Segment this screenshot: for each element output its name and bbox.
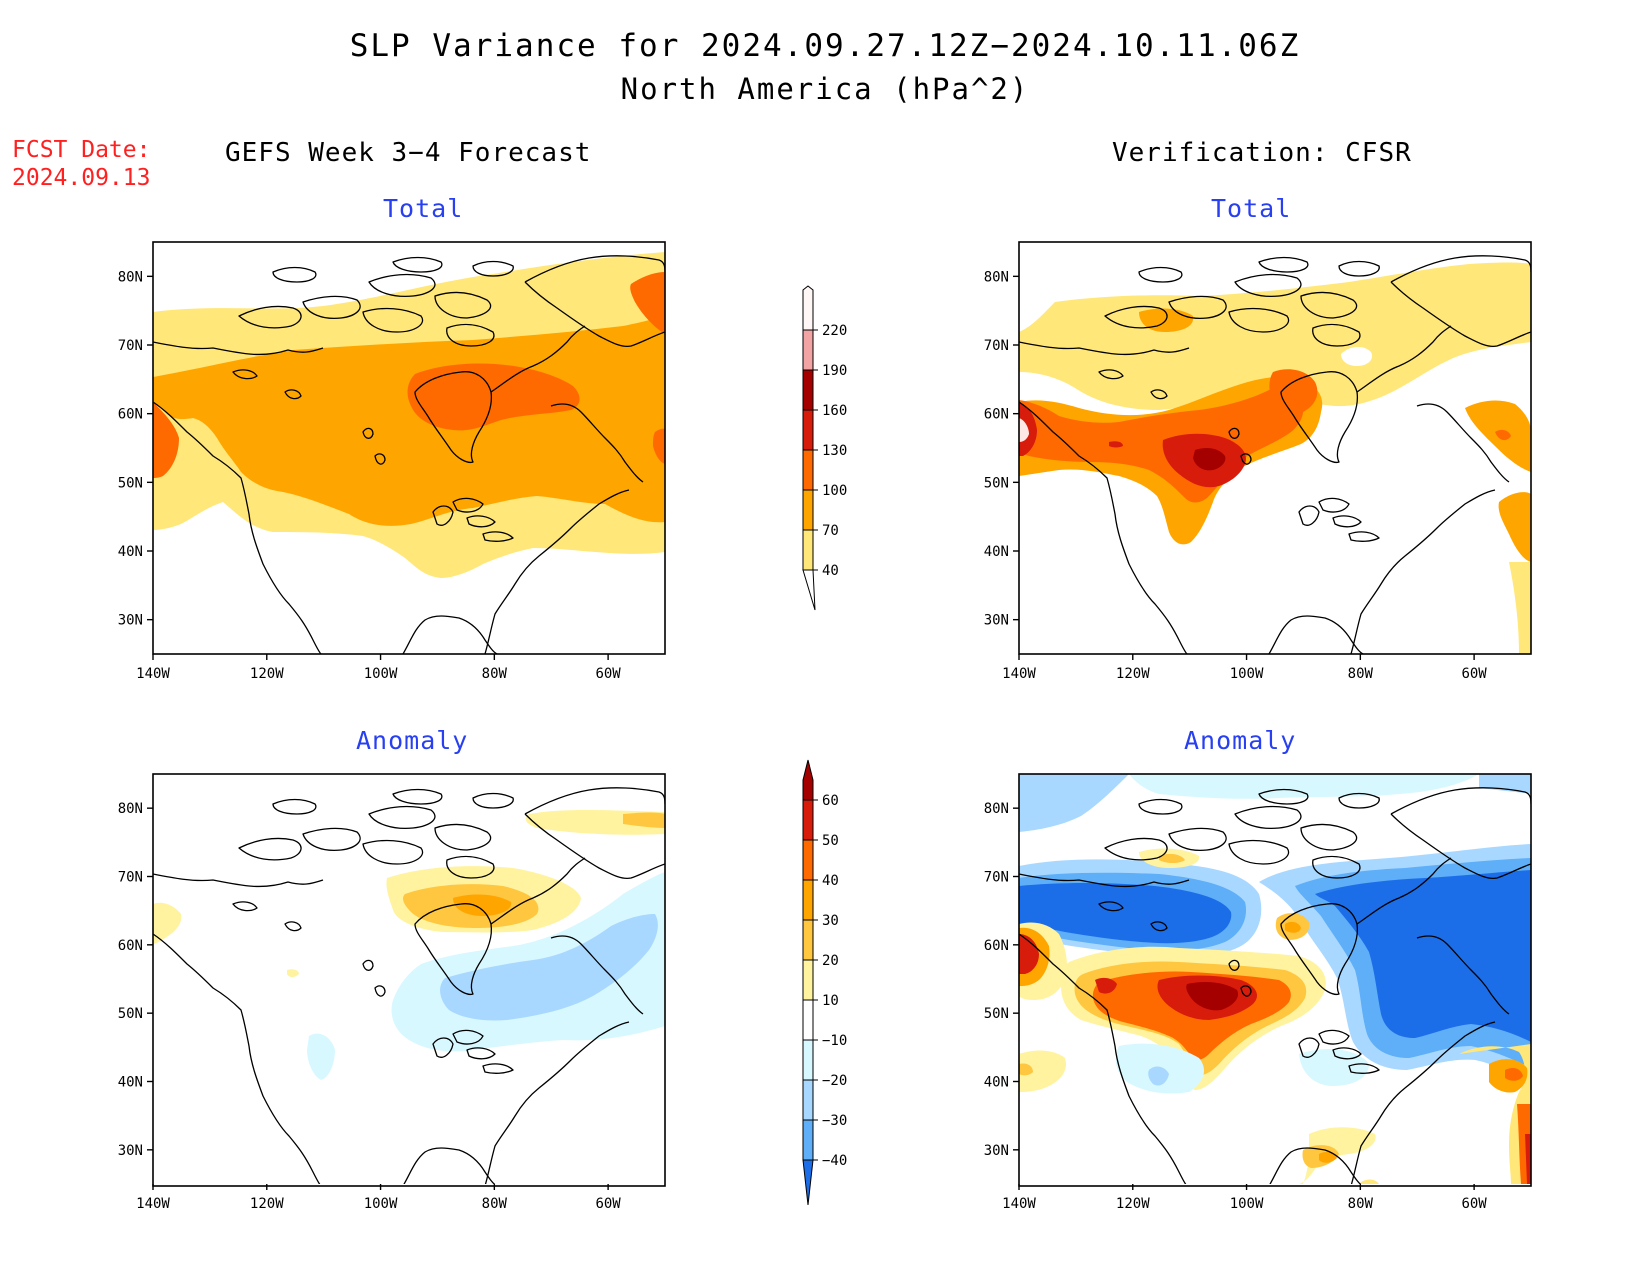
lat-label: 60N: [984, 407, 1009, 423]
lon-label: 60W: [1461, 1196, 1487, 1212]
lat-label: 80N: [118, 801, 143, 817]
colorbar-label: 10: [822, 993, 839, 1009]
colorbar-label: 100: [822, 483, 847, 499]
lon-label: 100W: [364, 666, 398, 682]
lat-label: 50N: [118, 1006, 143, 1022]
lon-label: 100W: [1230, 1196, 1264, 1212]
lat-label: 30N: [984, 613, 1009, 629]
lon-label: 140W: [1002, 666, 1036, 682]
lat-label: 80N: [984, 801, 1009, 817]
lon-label: 120W: [250, 1196, 284, 1212]
lat-label: 40N: [984, 544, 1009, 560]
forecast-total-title: Total: [383, 194, 464, 223]
colorbar-label: 220: [822, 323, 847, 339]
colorbar-label: 130: [822, 443, 847, 459]
lat-label: 60N: [984, 938, 1009, 954]
lon-label: 100W: [1230, 666, 1264, 682]
colorbar-label: −20: [822, 1073, 847, 1089]
fcst-date-label: FCST Date:: [12, 137, 151, 163]
lon-label: 60W: [595, 666, 621, 682]
colorbar-label: −30: [822, 1113, 847, 1129]
lat-label: 60N: [118, 938, 143, 954]
forecast-total-map: [152, 241, 666, 655]
lat-label: 80N: [984, 269, 1009, 285]
verification-column-title: Verification: CFSR: [1112, 138, 1412, 168]
lon-label: 80W: [1348, 1196, 1374, 1212]
fcst-date-value: 2024.09.13: [12, 165, 151, 191]
colorbar-label: 70: [822, 523, 839, 539]
forecast-anomaly-title: Anomaly: [356, 726, 469, 755]
lon-label: 60W: [595, 1196, 621, 1212]
total-colorbar: 220 190 160 130 100 70 40: [802, 285, 847, 611]
colorbar-label: 30: [822, 913, 839, 929]
forecast-column-title: GEFS Week 3−4 Forecast: [225, 138, 592, 168]
lat-label: 70N: [118, 338, 143, 354]
lat-label: 70N: [118, 870, 143, 886]
main-subtitle: North America (hPa^2): [620, 72, 1030, 106]
lon-label: 140W: [136, 666, 170, 682]
lon-label: 100W: [364, 1196, 398, 1212]
lat-label: 50N: [118, 475, 143, 491]
forecast-anomaly-map: [152, 773, 666, 1187]
lon-label: 80W: [482, 1196, 508, 1212]
colorbar-label: 20: [822, 953, 839, 969]
lat-label: 30N: [984, 1143, 1009, 1159]
lat-label: 30N: [118, 1143, 143, 1159]
lon-label: 80W: [1348, 666, 1374, 682]
lon-label: 140W: [136, 1196, 170, 1212]
lat-label: 30N: [118, 613, 143, 629]
colorbar-label: 160: [822, 403, 847, 419]
fcst-date: FCST Date: 2024.09.13: [12, 136, 150, 192]
lon-label: 60W: [1461, 666, 1487, 682]
colorbar-label: 50: [822, 833, 839, 849]
lat-label: 50N: [984, 475, 1009, 491]
verification-total-title: Total: [1211, 194, 1292, 223]
lat-label: 40N: [984, 1075, 1009, 1091]
verification-total-map: [1018, 241, 1532, 655]
lat-label: 40N: [118, 544, 143, 560]
anomaly-colorbar: 60 50 40 30 20 10 −10 −20 −30 −40: [802, 759, 847, 1206]
colorbar-label: 190: [822, 363, 847, 379]
lon-label: 140W: [1002, 1196, 1036, 1212]
lon-label: 80W: [482, 666, 508, 682]
lat-label: 70N: [984, 338, 1009, 354]
lon-label: 120W: [1116, 666, 1150, 682]
colorbar-label: −40: [822, 1153, 847, 1169]
lat-label: 40N: [118, 1075, 143, 1091]
lon-label: 120W: [250, 666, 284, 682]
lat-label: 70N: [984, 870, 1009, 886]
colorbar-label: −10: [822, 1033, 847, 1049]
colorbar-label: 40: [822, 873, 839, 889]
lat-label: 80N: [118, 269, 143, 285]
axes-layer: 80N 70N 60N 50N 40N 30N 140W 120W 100W 80W 60W 80N 7…: [118, 269, 1488, 1212]
lat-label: 50N: [984, 1006, 1009, 1022]
colorbar-label: 60: [822, 793, 839, 809]
verification-anomaly-title: Anomaly: [1184, 726, 1297, 755]
lon-label: 120W: [1116, 1196, 1150, 1212]
main-title: SLP Variance for 2024.09.27.12Z−2024.10.…: [349, 28, 1301, 64]
verification-anomaly-map: [1018, 773, 1532, 1187]
colorbar-label: 40: [822, 563, 839, 579]
lat-label: 60N: [118, 407, 143, 423]
